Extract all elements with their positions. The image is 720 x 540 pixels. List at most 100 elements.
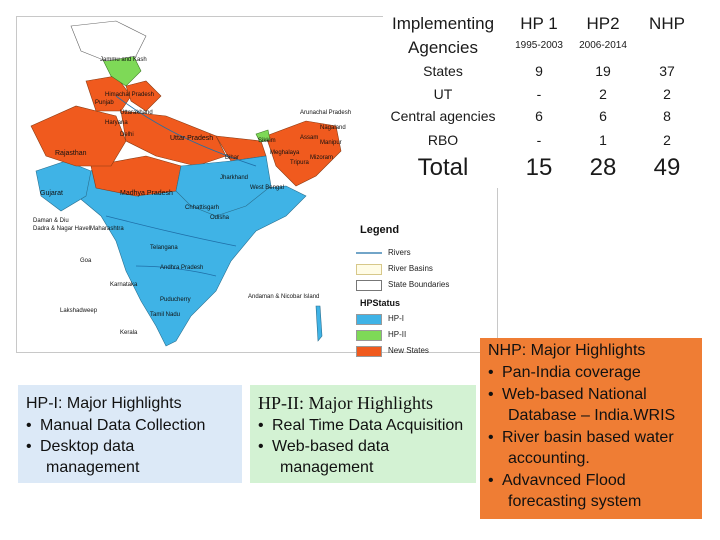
table-header-hp1-years: 1995-2003 <box>515 40 563 51</box>
row-rbo-nhp: 2 <box>663 132 671 148</box>
row-central-nhp: 8 <box>663 108 671 124</box>
row-ut-hp1: - <box>536 86 542 102</box>
row-total-hp2: 28 <box>589 154 617 181</box>
map-label-hp: Himachal Pradesh <box>105 92 155 98</box>
row-rbo-label: RBO <box>427 132 459 148</box>
map-label-cg: Chhattisgarh <box>185 205 220 211</box>
row-ut-label: UT <box>433 86 453 102</box>
map-label-uk: Uttarakhand <box>120 110 153 116</box>
map-label-jk: Jammu and Kash <box>100 57 147 63</box>
map-river <box>135 265 217 277</box>
map-label-kar: Karnataka <box>110 282 138 288</box>
map-label-od: Odisha <box>210 215 230 221</box>
nhp-bullet-2-cont: Database – India.WRIS <box>508 407 676 424</box>
map-label-sik: Sikkim <box>258 138 276 144</box>
map-label-dnh: Dadra & Nagar Haveli <box>33 226 92 232</box>
map-label-dd: Daman & Diu <box>33 218 69 224</box>
table-header-hp1: HP 1 <box>520 14 558 33</box>
boundary-swatch-icon <box>356 280 382 291</box>
row-central-hp1: 6 <box>535 108 543 124</box>
table-header-agencies-line2: Agencies <box>408 38 478 57</box>
row-states-label: States <box>423 63 463 79</box>
row-ut-nhp: 2 <box>663 86 671 102</box>
map-river <box>105 215 237 247</box>
map-label-meg: Meghalaya <box>270 150 300 156</box>
map-region-jk <box>70 20 147 62</box>
map-region-east <box>175 155 272 217</box>
hp1-bullet-1: • Manual Data Collection <box>26 417 206 434</box>
row-total-label: Total <box>417 154 469 181</box>
agency-table: Implementing Agencies HP 1 1995-2003 HP2… <box>383 8 702 188</box>
row-states-hp1: 9 <box>535 63 543 79</box>
nhp-bullet-4-cont: forecasting system <box>508 493 642 510</box>
map-region-up <box>120 110 227 167</box>
hp2-highlights-box: HP-II: Major Highlights • Real Time Data … <box>250 385 476 483</box>
map-label-pdy: Puducherry <box>160 297 191 303</box>
map-label-ngl: Nagaland <box>320 125 346 131</box>
hp1-bullet-2-cont: management <box>46 459 140 476</box>
map-region-uttarakhand <box>125 80 162 112</box>
map-label-lak: Lakshadweep <box>60 308 98 314</box>
map-region-sikkim <box>255 129 271 143</box>
table-header-hp2-years: 2006-2014 <box>579 40 627 51</box>
map-label-pb: Punjab <box>95 100 114 106</box>
map-region-gujarat <box>35 160 92 212</box>
row-central-hp2: 6 <box>599 108 607 124</box>
map-label-wb: West Bengal <box>250 185 284 191</box>
map-label-goa: Goa <box>80 258 92 264</box>
nhp-highlights-box: NHP: Major Highlights • Pan-India coverag… <box>480 338 702 519</box>
hp1-title: HP-I: Major Highlights <box>26 395 182 412</box>
hp1-bullet-2: • Desktop data <box>26 438 135 455</box>
india-map <box>30 20 342 347</box>
map-label-mp: Madhya Pradesh <box>120 190 173 197</box>
map-label-tel: Telangana <box>150 245 178 251</box>
nhp-title: NHP: Major Highlights <box>488 342 646 359</box>
basin-swatch-icon <box>356 264 382 275</box>
map-label-hr: Haryana <box>105 120 128 126</box>
nhp-bullet-3-cont: accounting. <box>508 450 590 467</box>
map-label-man: Manipur <box>320 140 342 146</box>
hp2-swatch-icon <box>356 330 382 341</box>
river-line-icon <box>356 252 382 254</box>
map-label-guj: Gujarat <box>40 190 63 197</box>
map-region-rajasthan <box>30 105 127 167</box>
map-label-as: Assam <box>300 135 319 141</box>
map-label-tn: Tamil Nadu <box>150 312 181 318</box>
map-label-ap: Andhra Pradesh <box>160 265 204 271</box>
row-states-hp2: 19 <box>595 63 611 79</box>
map-label-miz: Mizoram <box>310 155 334 161</box>
row-total-nhp: 49 <box>653 154 681 181</box>
hp1-highlights-box: HP-I: Major Highlights • Manual Data Coll… <box>18 385 242 483</box>
map-label-kl: Kerala <box>120 330 138 336</box>
map-river <box>115 95 257 167</box>
new-states-swatch-icon <box>356 346 382 357</box>
hp2-bullet-2-cont: management <box>280 459 374 476</box>
row-rbo-hp1: - <box>536 132 542 148</box>
row-rbo-hp2: 1 <box>599 132 607 148</box>
hp2-title: HP-II: Major Highlights <box>258 393 433 413</box>
nhp-bullet-2: • Web-based National <box>488 386 647 403</box>
table-header-hp2: HP2 <box>586 14 620 33</box>
row-total-hp1: 15 <box>525 154 553 181</box>
row-central-label: Central agencies <box>390 108 496 124</box>
hp2-bullet-1: • Real Time Data Acquisition <box>258 417 464 434</box>
map-label-dl: Delhi <box>120 132 134 138</box>
map-label-an: Andaman & Nicobar Island <box>248 294 320 300</box>
legend-title: Legend <box>360 224 400 236</box>
nhp-bullet-4: • Advavnced Flood <box>488 472 626 489</box>
table-header-agencies-line1: Implementing <box>391 14 495 33</box>
map-label-bih: Bihar <box>225 155 240 161</box>
row-states-nhp: 37 <box>659 63 675 79</box>
map-region-andaman <box>315 305 323 342</box>
nhp-bullet-3: • River basin based water <box>488 429 674 446</box>
map-label-ap-ne: Arunachal Pradesh <box>300 110 352 116</box>
hp2-bullet-2: • Web-based data <box>258 438 390 455</box>
map-label-up: Uttar Pradesh <box>170 135 214 142</box>
table-header-nhp: NHP <box>649 14 685 33</box>
map-label-mh: Maharashtra <box>90 226 124 232</box>
row-ut-hp2: 2 <box>599 86 607 102</box>
legend-status-title: HPStatus <box>360 298 401 308</box>
hp1-swatch-icon <box>356 314 382 325</box>
map-label-jh: Jharkhand <box>220 175 249 181</box>
map-region-northeast <box>265 120 342 187</box>
